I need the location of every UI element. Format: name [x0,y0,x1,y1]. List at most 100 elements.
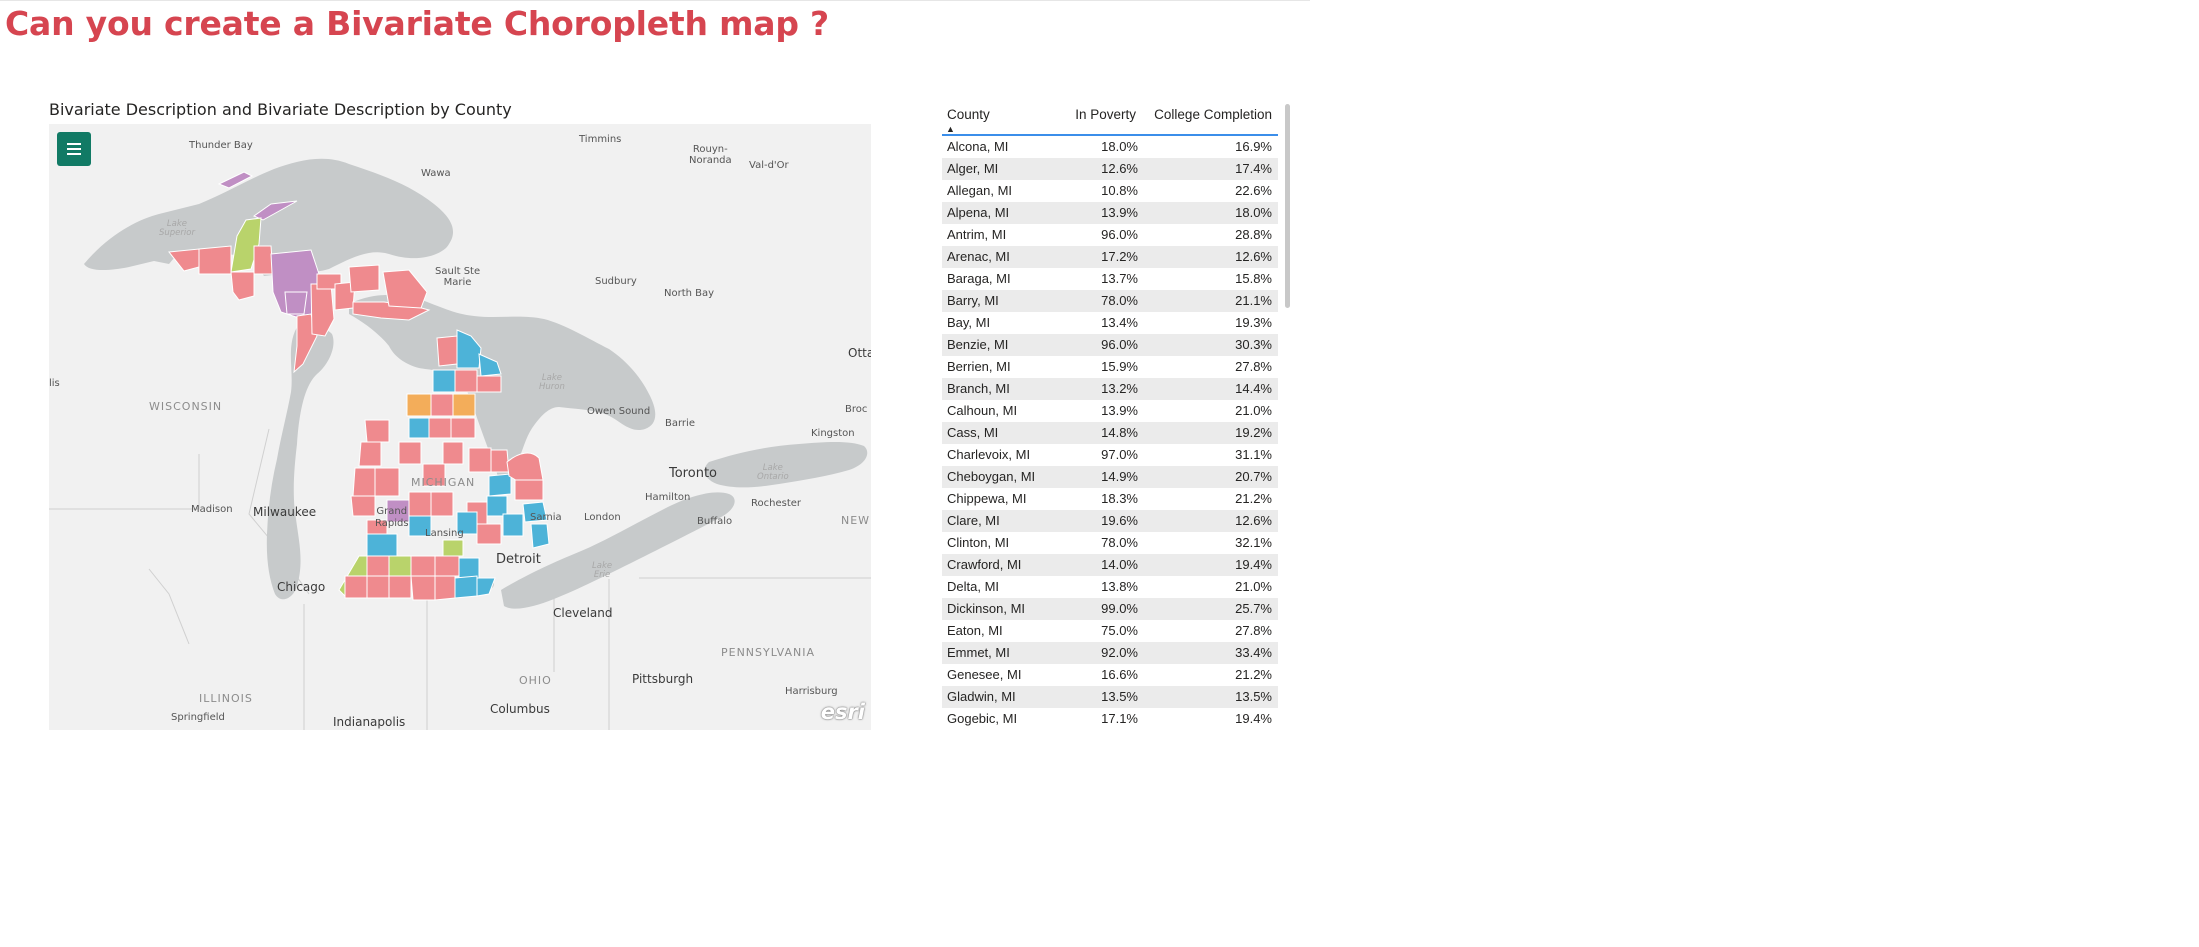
table-row[interactable]: Genesee, MI 16.6% 21.2% [942,664,1278,686]
table-row[interactable]: Arenac, MI 17.2% 12.6% [942,246,1278,268]
county-luce [348,264,380,293]
county-montcalm [408,491,432,517]
table-row[interactable]: Baraga, MI 13.7% 15.8% [942,268,1278,290]
column-header-in-poverty[interactable]: In Poverty [1075,107,1136,122]
county-washtenaw [434,555,460,577]
cell-college-completion: 17.4% [1235,161,1272,176]
lake-huron-shape [349,294,656,480]
label-lake-superior: Lake Superior [159,219,195,238]
cell-county: Barry, MI [947,293,999,308]
cell-in-poverty: 99.0% [1101,601,1138,616]
table-row[interactable]: Dickinson, MI 99.0% 25.7% [942,598,1278,620]
cell-county: Calhoun, MI [947,403,1018,418]
cell-college-completion: 27.8% [1235,623,1272,638]
county-manistee [364,419,390,443]
bivariate-choropleth-map[interactable]: Thunder Bay Timmins Rouyn- Noranda Val-d… [49,124,871,730]
county-midland [488,473,512,497]
cell-college-completion: 31.1% [1235,447,1272,462]
column-header-college-completion[interactable]: College Completion [1154,107,1272,122]
county-kalkaska [430,393,454,417]
cell-county: Gladwin, MI [947,689,1016,704]
table-row[interactable]: Bay, MI 13.4% 19.3% [942,312,1278,334]
county-muskegon [350,495,376,517]
county-mason [358,441,382,467]
county-isle-royale [217,171,254,189]
county-allegan [366,533,398,557]
label-lansing: Lansing [425,528,464,539]
cell-county: Alpena, MI [947,205,1010,220]
table-row[interactable]: Emmet, MI 92.0% 33.4% [942,642,1278,664]
table-row[interactable]: Calhoun, MI 13.9% 21.0% [942,400,1278,422]
table-row[interactable]: Alger, MI 12.6% 17.4% [942,158,1278,180]
cell-college-completion: 21.0% [1235,579,1272,594]
cell-county: Clare, MI [947,513,1000,528]
table-row[interactable]: Clare, MI 19.6% 12.6% [942,510,1278,532]
table-row[interactable]: Barry, MI 78.0% 21.1% [942,290,1278,312]
table-row[interactable]: Clinton, MI 78.0% 32.1% [942,532,1278,554]
county-branch [410,575,436,601]
table-row[interactable]: Antrim, MI 96.0% 28.8% [942,224,1278,246]
label-lake-erie: Lake Erie [592,561,613,580]
cell-college-completion: 15.8% [1235,271,1272,286]
table-row[interactable]: Berrien, MI 15.9% 27.8% [942,356,1278,378]
county-baraga [253,245,274,275]
table-row[interactable]: Chippewa, MI 18.3% 21.2% [942,488,1278,510]
county-st-clair [530,523,550,549]
column-header-county[interactable]: County [947,107,990,122]
table-row[interactable]: Delta, MI 13.8% 21.0% [942,576,1278,598]
cell-county: Allegan, MI [947,183,1013,198]
cell-college-completion: 30.3% [1235,337,1272,352]
label-wawa: Wawa [421,168,451,179]
table-row[interactable]: Allegan, MI 10.8% 22.6% [942,180,1278,202]
county-lake [398,441,422,465]
label-timmins: Timmins [579,134,622,145]
label-sudbury: Sudbury [595,276,637,287]
table-row[interactable]: Eaton, MI 75.0% 27.8% [942,620,1278,642]
cell-county: Clinton, MI [947,535,1010,550]
cell-in-poverty: 10.8% [1101,183,1138,198]
table-row[interactable]: Crawford, MI 14.0% 19.4% [942,554,1278,576]
county-table[interactable]: County ▲ In Poverty College Completion A… [942,104,1278,730]
sort-ascending-icon[interactable]: ▲ [946,124,955,134]
lake-ontario-shape [704,442,868,488]
table-row[interactable]: Alcona, MI 18.0% 16.9% [942,136,1278,158]
label-ottawa: Otta [848,346,871,360]
map-canvas[interactable] [49,124,871,730]
county-gogebic [168,248,200,272]
county-grand-traverse [408,417,430,439]
cell-in-poverty: 96.0% [1101,227,1138,242]
upper-peninsula-counties [168,171,431,374]
label-buffalo: Buffalo [697,516,733,527]
cell-college-completion: 21.1% [1235,293,1272,308]
table-row[interactable]: Gladwin, MI 13.5% 13.5% [942,686,1278,708]
table-scrollbar[interactable] [1285,104,1290,308]
lower-peninsula-counties [338,329,550,601]
cell-county: Delta, MI [947,579,1000,594]
county-charlevoix [432,369,456,393]
table-row[interactable]: Benzie, MI 96.0% 30.3% [942,334,1278,356]
table-row[interactable]: Cass, MI 14.8% 19.2% [942,422,1278,444]
cell-county: Antrim, MI [947,227,1007,242]
table-row[interactable]: Gogebic, MI 17.1% 19.4% [942,708,1278,730]
county-sanilac [522,501,548,523]
map-menu-button[interactable] [57,132,91,166]
cell-in-poverty: 17.2% [1101,249,1138,264]
cell-county: Gogebic, MI [947,711,1018,726]
cell-college-completion: 19.3% [1235,315,1272,330]
table-row[interactable]: Charlevoix, MI 97.0% 31.1% [942,444,1278,466]
county-iosco [490,449,510,473]
table-row[interactable]: Cheboygan, MI 14.9% 20.7% [942,466,1278,488]
cell-college-completion: 20.7% [1235,469,1272,484]
cell-college-completion: 27.8% [1235,359,1272,374]
label-thunder-bay: Thunder Bay [189,140,253,151]
cell-in-poverty: 92.0% [1101,645,1138,660]
page-title: Can you create a Bivariate Choropleth ma… [5,4,829,43]
cell-college-completion: 21.2% [1235,491,1272,506]
label-barrie: Barrie [665,418,695,429]
table-row[interactable]: Alpena, MI 13.9% 18.0% [942,202,1278,224]
table-row[interactable]: Branch, MI 13.2% 14.4% [942,378,1278,400]
table-body: Alcona, MI 18.0% 16.9% Alger, MI 12.6% 17.4% A… [942,136,1278,730]
county-presque-isle [478,353,502,377]
county-calhoun [388,555,412,577]
cell-in-poverty: 14.9% [1101,469,1138,484]
